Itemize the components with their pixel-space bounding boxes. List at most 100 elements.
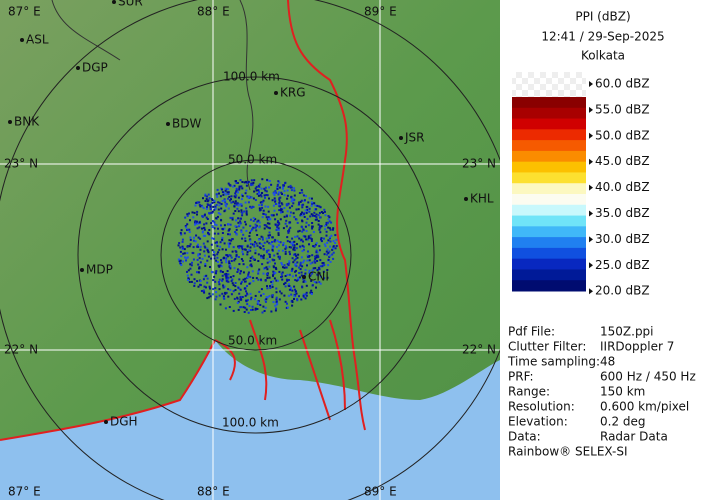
echo-pixel — [268, 197, 270, 200]
echo-pixel — [301, 285, 304, 288]
echo-pixel — [188, 231, 191, 233]
echo-pixel — [202, 242, 205, 245]
echo-pixel — [313, 211, 316, 214]
echo-pixel — [221, 274, 224, 277]
echo-pixel — [293, 240, 296, 243]
echo-pixel — [290, 246, 293, 249]
echo-pixel — [287, 185, 290, 188]
echo-pixel — [201, 257, 204, 260]
echo-pixel — [221, 236, 224, 239]
echo-pixel — [280, 292, 283, 295]
echo-pixel — [278, 181, 281, 184]
echo-pixel — [293, 298, 295, 300]
echo-pixel — [228, 228, 231, 231]
echo-pixel — [213, 251, 215, 254]
panel-site: Kolkata — [581, 49, 625, 63]
echo-pixel — [239, 220, 242, 223]
echo-pixel — [266, 194, 269, 197]
echo-pixel — [208, 285, 211, 288]
echo-pixel — [315, 218, 318, 221]
echo-pixel — [277, 203, 280, 206]
echo-pixel — [216, 253, 219, 256]
echo-pixel — [244, 201, 247, 204]
echo-pixel — [245, 299, 248, 302]
echo-pixel — [279, 290, 281, 293]
echo-pixel — [180, 233, 183, 236]
echo-pixel — [222, 257, 225, 260]
echo-pixel — [324, 228, 327, 231]
echo-pixel — [235, 254, 238, 257]
echo-pixel — [326, 248, 329, 251]
echo-pixel — [256, 308, 259, 310]
echo-pixel — [253, 245, 256, 248]
echo-pixel — [318, 268, 321, 271]
echo-pixel — [214, 205, 217, 208]
echo-pixel — [261, 263, 264, 266]
echo-pixel — [220, 259, 222, 262]
scale-bin — [512, 172, 586, 184]
echo-pixel — [189, 263, 192, 266]
echo-pixel — [202, 278, 205, 281]
echo-pixel — [303, 216, 306, 218]
echo-pixel — [276, 185, 279, 188]
echo-pixel — [217, 251, 220, 254]
echo-pixel — [282, 186, 285, 189]
echo-pixel — [217, 208, 220, 211]
echo-pixel — [327, 226, 330, 229]
echo-pixel — [278, 257, 281, 260]
echo-pixel — [281, 278, 284, 281]
echo-pixel — [247, 180, 250, 183]
city-label: MDP — [86, 263, 113, 277]
echo-pixel — [304, 235, 307, 238]
echo-pixel — [315, 256, 318, 259]
echo-pixel — [290, 286, 292, 289]
echo-pixel — [267, 218, 270, 221]
echo-pixel — [297, 277, 300, 280]
echo-pixel — [221, 232, 224, 234]
echo-pixel — [249, 238, 252, 241]
echo-pixel — [295, 208, 298, 211]
echo-pixel — [275, 213, 278, 216]
echo-pixel — [232, 290, 235, 293]
echo-pixel — [253, 259, 256, 261]
echo-pixel — [265, 266, 268, 269]
echo-pixel — [246, 266, 249, 269]
echo-pixel — [298, 272, 301, 274]
echo-pixel — [305, 238, 308, 241]
echo-pixel — [304, 280, 307, 283]
echo-pixel — [240, 246, 243, 249]
echo-pixel — [213, 221, 216, 224]
echo-pixel — [235, 190, 237, 193]
echo-pixel — [266, 296, 269, 299]
city-label: BNK — [14, 115, 40, 129]
echo-pixel — [237, 286, 240, 289]
echo-pixel — [227, 295, 230, 298]
echo-pixel — [238, 224, 241, 227]
echo-pixel — [216, 195, 219, 198]
echo-pixel — [303, 259, 306, 262]
echo-pixel — [328, 250, 331, 253]
echo-pixel — [214, 272, 217, 275]
echo-pixel — [205, 207, 208, 210]
echo-pixel — [272, 274, 274, 277]
echo-pixel — [246, 195, 249, 198]
echo-pixel — [309, 274, 312, 277]
echo-pixel — [186, 252, 189, 255]
echo-pixel — [286, 240, 289, 243]
echo-pixel — [226, 254, 229, 257]
echo-pixel — [204, 263, 207, 265]
echo-pixel — [328, 220, 331, 223]
echo-pixel — [238, 246, 241, 249]
echo-pixel — [234, 225, 237, 228]
echo-pixel — [188, 245, 191, 248]
echo-pixel — [231, 282, 234, 285]
echo-pixel — [294, 253, 297, 256]
echo-pixel — [276, 279, 279, 282]
echo-pixel — [290, 288, 292, 291]
echo-pixel — [250, 179, 253, 182]
echo-pixel — [211, 198, 213, 201]
echo-pixel — [240, 258, 243, 261]
echo-pixel — [329, 254, 332, 257]
echo-pixel — [206, 205, 208, 208]
